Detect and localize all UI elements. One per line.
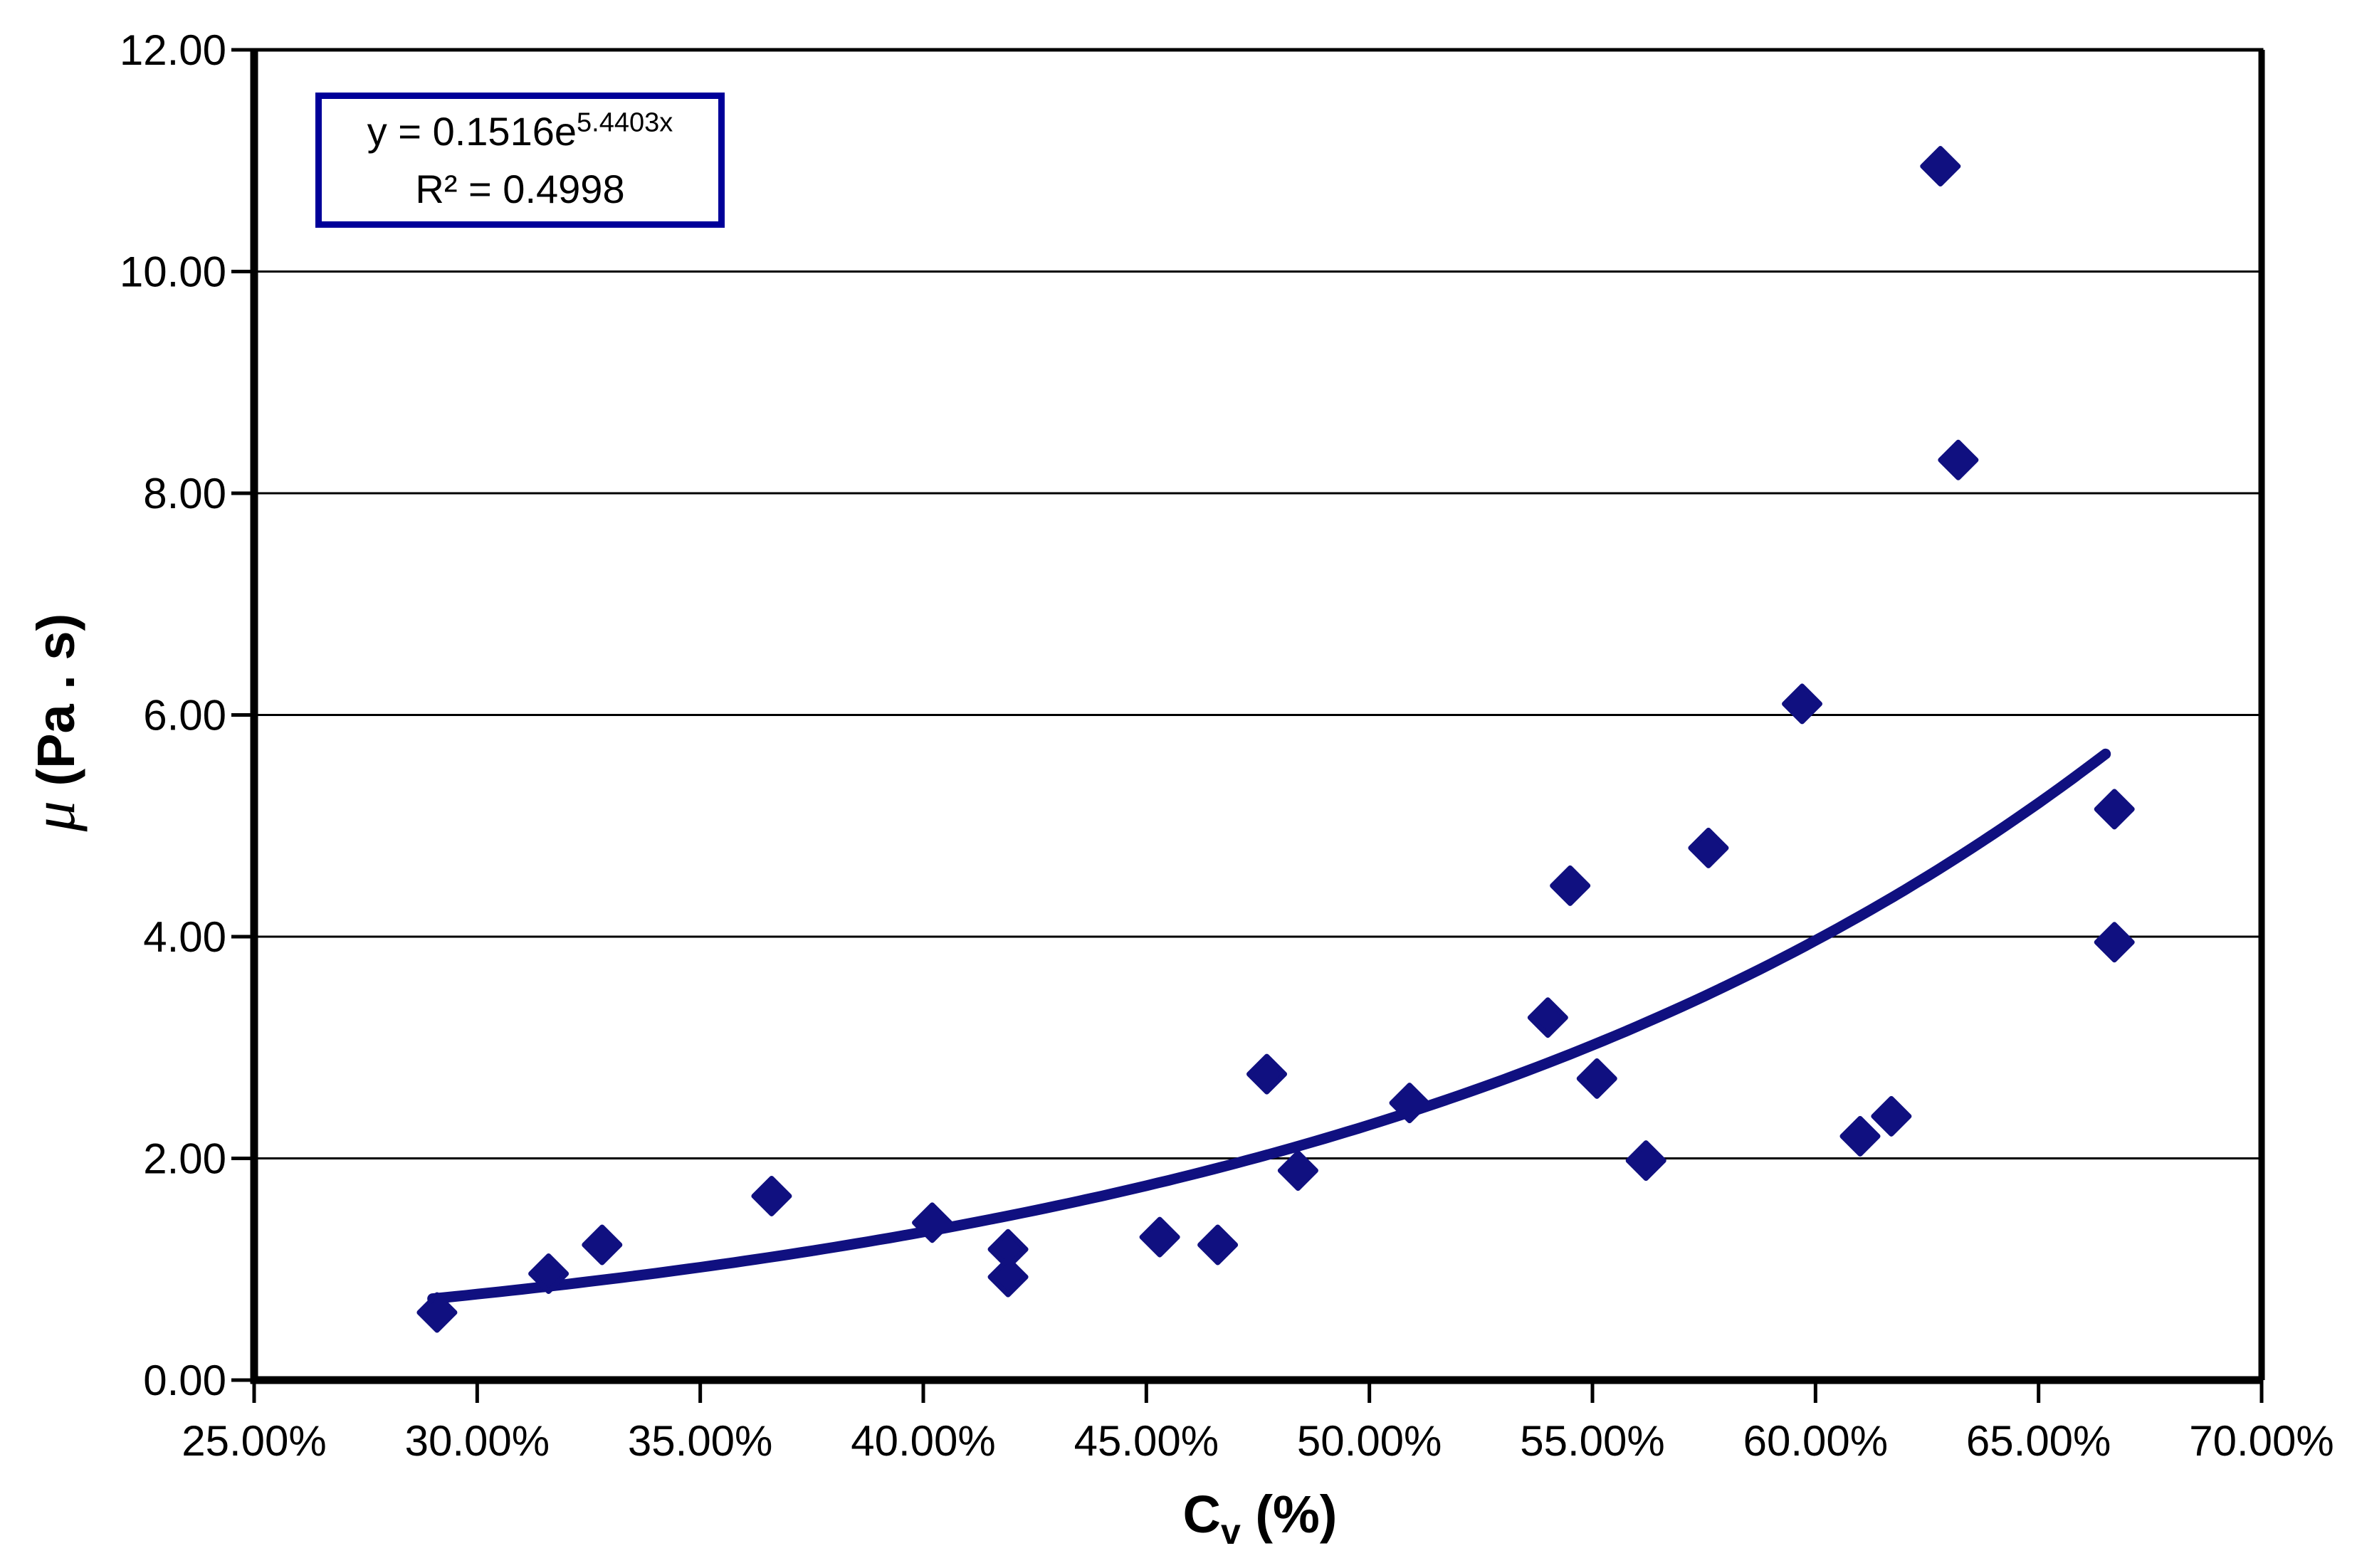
y-axis-title: μ (Pa . s) — [18, 452, 89, 993]
data-point-0 — [416, 1292, 458, 1333]
data-point-7 — [1139, 1216, 1180, 1258]
x-axis-title-base: C — [1182, 1485, 1221, 1544]
trendline-equation: y = 0.1516e5.4403x — [367, 102, 673, 160]
y-tick-label-12: 12.00 — [120, 26, 226, 74]
data-point-23 — [2094, 922, 2135, 963]
data-point-18 — [1839, 1115, 1881, 1157]
y-axis-title-suffix: (Pa . s) — [26, 613, 85, 801]
x-tick-label-30: 30.00% — [405, 1417, 550, 1465]
data-point-14 — [1576, 1058, 1617, 1099]
data-point-4 — [912, 1202, 953, 1243]
data-point-3 — [751, 1175, 792, 1216]
data-point-19 — [1871, 1095, 1912, 1137]
data-point-16 — [1688, 827, 1729, 868]
x-axis-title: Cv (%) — [997, 1484, 1523, 1552]
data-point-17 — [1782, 683, 1823, 725]
data-point-15 — [1625, 1140, 1666, 1182]
data-point-13 — [1550, 865, 1591, 906]
x-tick-label-60: 60.00% — [1743, 1417, 1889, 1465]
data-point-22 — [2094, 789, 2135, 830]
x-tick-label-50: 50.00% — [1297, 1417, 1442, 1465]
x-tick-label-35: 35.00% — [628, 1417, 773, 1465]
data-point-6 — [987, 1256, 1029, 1298]
x-tick-label-45: 45.00% — [1074, 1417, 1219, 1465]
r-squared-label: R² = 0.4998 — [415, 167, 625, 211]
y-tick-label-10: 10.00 — [120, 248, 226, 296]
x-axis-title-suffix: (%) — [1240, 1485, 1338, 1544]
data-point-8 — [1197, 1224, 1239, 1266]
exponential-trendline — [427, 748, 2111, 1305]
data-point-1 — [528, 1253, 569, 1294]
x-tick-label-55: 55.00% — [1520, 1417, 1665, 1465]
data-point-12 — [1527, 997, 1568, 1038]
x-tick-label-65: 65.00% — [1966, 1417, 2111, 1465]
data-point-2 — [582, 1224, 623, 1266]
x-axis-title-subscript: v — [1220, 1511, 1241, 1552]
x-tick-label-25: 25.00% — [182, 1417, 327, 1465]
mu-symbol: μ — [19, 801, 88, 832]
y-tick-label-0: 0.00 — [143, 1357, 226, 1404]
x-tick-label-40: 40.00% — [851, 1417, 996, 1465]
trendline-equation-box: y = 0.1516e5.4403x R² = 0.4998 — [315, 93, 725, 228]
data-point-9 — [1246, 1053, 1288, 1095]
data-point-11 — [1389, 1083, 1430, 1124]
data-point-20 — [1920, 146, 1961, 187]
data-point-21 — [1938, 439, 1979, 480]
x-tick-label-70: 70.00% — [2189, 1417, 2334, 1465]
equation-prefix: y = 0.1516e — [367, 108, 577, 154]
y-tick-label-4: 4.00 — [143, 913, 226, 961]
data-point-10 — [1277, 1150, 1318, 1191]
y-tick-label-6: 6.00 — [143, 692, 226, 740]
equation-exponent: 5.4403x — [577, 107, 673, 138]
y-tick-label-8: 8.00 — [143, 470, 226, 517]
y-tick-label-2: 2.00 — [143, 1135, 226, 1183]
